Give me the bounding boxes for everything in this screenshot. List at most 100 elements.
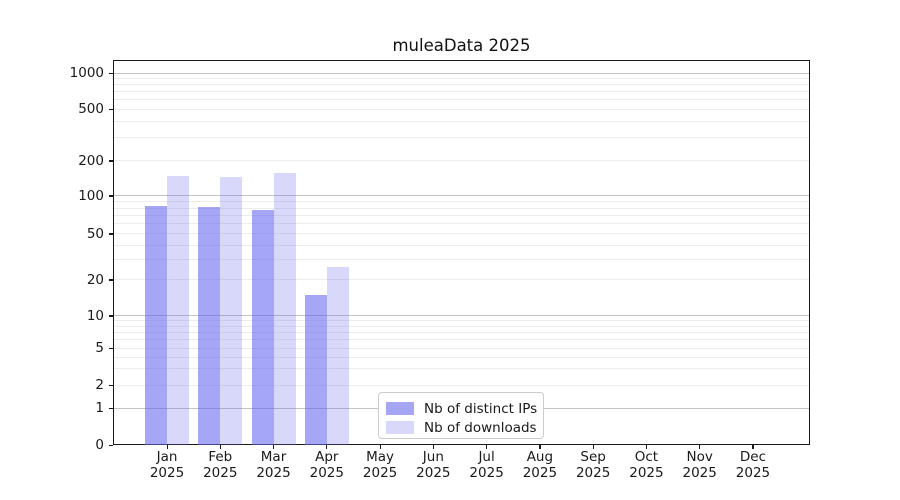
minor-gridline	[113, 84, 810, 86]
x-tick-month: Dec	[739, 449, 767, 465]
x-tick-month: Jan	[156, 449, 178, 465]
x-tick-month: Aug	[526, 449, 554, 465]
bar-distinct-ips-feb	[198, 206, 221, 445]
legend-swatch-icon	[386, 402, 414, 415]
y-tick-label: 10	[86, 307, 104, 324]
y-tick-label: 1	[95, 400, 104, 416]
minor-gridline	[113, 339, 810, 341]
x-tick-label: Sep 2025	[561, 449, 625, 481]
minor-gridline	[113, 121, 810, 123]
x-tick-year: 2025	[629, 464, 664, 481]
y-tickmark	[109, 160, 113, 162]
major-gridline	[113, 72, 810, 74]
x-tick-year: 2025	[309, 464, 344, 481]
y-tickmark	[109, 108, 113, 110]
x-tick-month: Jun	[422, 449, 444, 465]
y-tickmark	[109, 347, 113, 349]
minor-gridline	[113, 215, 810, 217]
bar-downloads-mar	[273, 172, 296, 445]
x-tickmark	[486, 445, 488, 449]
x-tickmark	[379, 445, 381, 449]
x-tick-year: 2025	[575, 464, 611, 481]
y-tick-label: 2	[95, 377, 104, 394]
x-tick-label: Jun 2025	[401, 449, 465, 481]
minor-gridline	[113, 201, 810, 203]
x-tick-label: Mar 2025	[242, 449, 306, 481]
plot-area	[113, 60, 810, 445]
minor-gridline	[113, 356, 810, 358]
x-tick-year: 2025	[469, 464, 504, 481]
y-tickmark	[109, 407, 113, 409]
minor-gridline	[113, 331, 810, 333]
y-tickmark	[109, 72, 113, 74]
x-tick-year: 2025	[362, 464, 398, 481]
bar-distinct-ips-jan	[145, 206, 167, 445]
y-tickmark	[109, 195, 113, 197]
y-tickmark	[109, 384, 113, 386]
minor-gridline	[113, 368, 810, 370]
x-tick-month: Nov	[686, 449, 713, 465]
x-tick-month: Mar	[260, 449, 287, 465]
legend-entry: Nb of distinct IPs	[386, 399, 538, 418]
y-tickmark	[109, 279, 113, 281]
x-tick-label: Jan 2025	[135, 449, 199, 481]
y-tick-label: 100	[78, 187, 104, 204]
x-tick-label: Oct 2025	[614, 449, 678, 481]
x-tick-year: 2025	[735, 464, 771, 481]
y-tickmark	[109, 315, 113, 317]
x-tick-label: Nov 2025	[668, 449, 732, 481]
major-gridline	[113, 315, 810, 317]
x-tick-label: Apr 2025	[295, 449, 359, 481]
legend-label: Nb of downloads	[424, 419, 537, 436]
minor-gridline	[113, 259, 810, 261]
x-tick-month: Jul	[478, 449, 495, 465]
x-tick-month: May	[366, 449, 395, 465]
x-tick-year: 2025	[203, 464, 238, 481]
x-tick-month: Sep	[580, 449, 606, 465]
bar-downloads-apr	[326, 266, 349, 445]
y-tick-label: 50	[86, 225, 104, 242]
minor-gridline	[113, 244, 810, 246]
legend: Nb of distinct IPs Nb of downloads	[378, 392, 544, 439]
minor-gridline	[113, 91, 810, 93]
y-tick-label: 200	[78, 152, 104, 169]
legend-swatch-icon	[386, 421, 414, 434]
minor-gridline	[113, 347, 810, 349]
minor-gridline	[113, 384, 810, 386]
legend-label: Nb of distinct IPs	[424, 400, 538, 417]
minor-gridline	[113, 160, 810, 162]
x-tick-month: Apr	[315, 449, 339, 465]
minor-gridline	[113, 325, 810, 327]
x-tick-year: 2025	[256, 464, 291, 481]
major-gridline	[113, 195, 810, 197]
bar-distinct-ips-mar	[251, 210, 274, 445]
x-tick-label: May 2025	[348, 449, 412, 481]
x-tick-label: Dec 2025	[721, 449, 785, 481]
y-tick-label: 1000	[69, 65, 104, 81]
legend-entry: Nb of downloads	[386, 418, 537, 437]
y-tickmark	[109, 233, 113, 235]
minor-gridline	[113, 77, 810, 79]
x-tick-label: Jul 2025	[455, 449, 519, 481]
minor-gridline	[113, 99, 810, 101]
x-tickmark	[699, 445, 701, 449]
x-tickmark	[326, 445, 328, 449]
x-tick-year: 2025	[522, 464, 558, 481]
minor-gridline	[113, 320, 810, 322]
y-tick-label: 0	[95, 437, 104, 453]
x-tick-month: Oct	[634, 449, 659, 465]
minor-gridline	[113, 223, 810, 225]
y-tick-label: 5	[95, 340, 104, 357]
bar-distinct-ips-apr	[304, 294, 327, 445]
y-tick-label: 20	[86, 271, 104, 288]
minor-gridline	[113, 108, 810, 110]
x-tickmark	[539, 445, 541, 449]
chart-title: muleaData 2025	[392, 36, 531, 55]
x-tick-label: Aug 2025	[508, 449, 572, 481]
x-tick-year: 2025	[416, 464, 451, 481]
x-tickmark	[752, 445, 754, 449]
x-tickmark	[166, 445, 168, 449]
minor-gridline	[113, 207, 810, 209]
x-tick-label: Feb 2025	[188, 449, 252, 481]
